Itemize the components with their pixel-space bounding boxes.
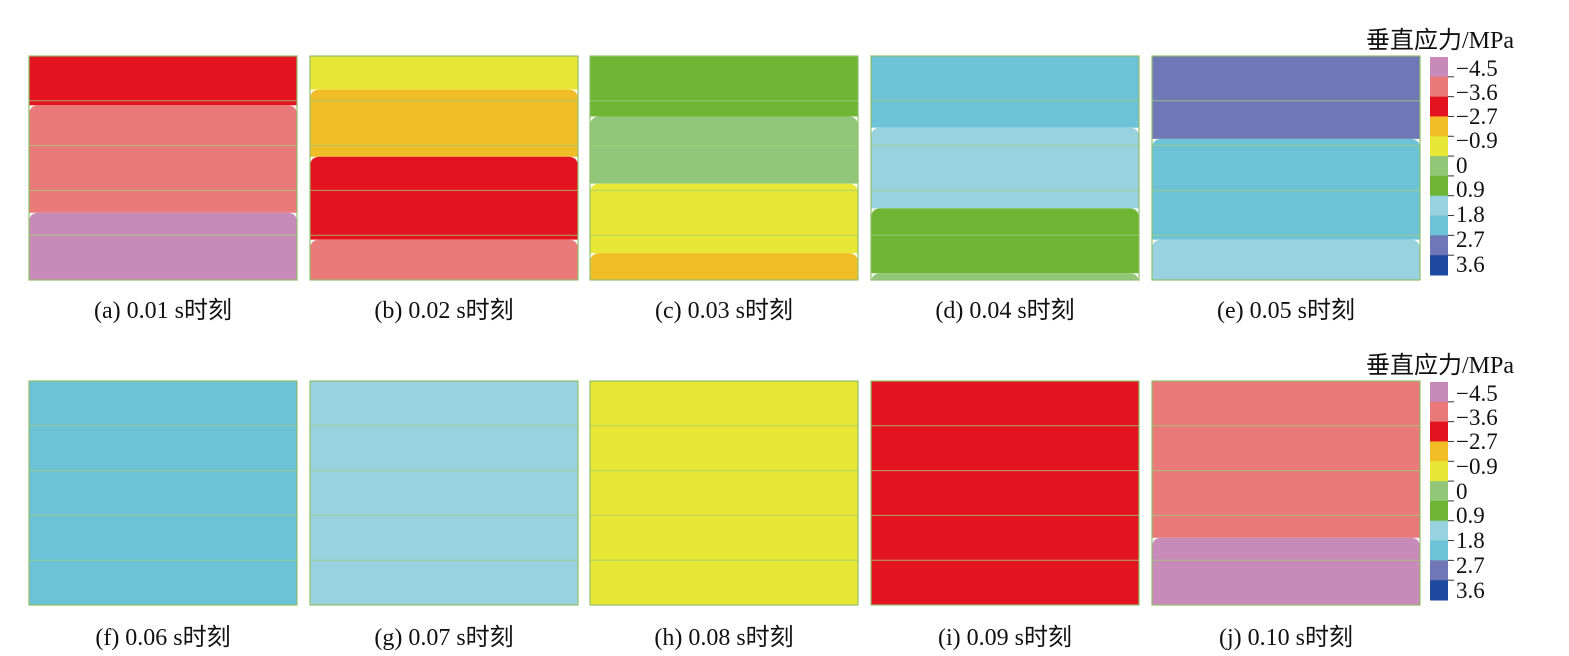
legend-swatch	[1430, 520, 1448, 542]
contour-band	[1152, 537, 1420, 605]
legend-swatch	[1430, 195, 1448, 217]
contour-band	[871, 208, 1139, 274]
legend-swatch	[1430, 560, 1448, 581]
caption-i: (i) 0.09 s时刻	[938, 625, 1072, 651]
legend-title-top: 垂直应力/MPa	[1366, 28, 1515, 54]
legend-tick: −0.9	[1456, 454, 1498, 479]
contour-band	[310, 89, 578, 157]
legend-tick: 3.6	[1456, 578, 1485, 603]
panel-border	[28, 380, 298, 606]
legend-swatch	[1430, 401, 1448, 423]
contour-band	[29, 105, 297, 213]
legend-swatch	[1430, 441, 1448, 462]
legend-swatch	[1430, 255, 1448, 276]
contour-band	[590, 381, 858, 605]
legend-swatch	[1430, 57, 1448, 78]
legend-swatch	[1430, 580, 1448, 601]
caption-c: (c) 0.03 s时刻	[655, 298, 793, 324]
panel-border	[1151, 55, 1421, 281]
legend-swatch	[1430, 500, 1448, 522]
caption-j: (j) 0.10 s时刻	[1219, 625, 1353, 651]
contour-band	[29, 381, 297, 605]
legend-tick: 0.9	[1456, 503, 1485, 528]
legend-swatch	[1430, 461, 1448, 482]
legend-swatch	[1430, 96, 1448, 117]
contour-band	[871, 381, 1139, 605]
legend-title-bottom: 垂直应力/MPa	[1366, 353, 1515, 379]
legend-swatch	[1430, 76, 1448, 98]
legend-tick: −0.9	[1456, 128, 1498, 153]
contour-band	[871, 273, 1139, 284]
panel-border	[589, 55, 859, 281]
contour-band	[1152, 138, 1420, 240]
contour-band	[29, 56, 297, 106]
contour-band	[1152, 381, 1420, 538]
caption-e: (e) 0.05 s时刻	[1217, 298, 1355, 324]
legend-tick: −4.5	[1456, 56, 1498, 81]
legend-tick: −2.7	[1456, 104, 1498, 129]
panel-border	[309, 55, 579, 281]
panel-border	[28, 55, 298, 281]
contour-band	[590, 116, 858, 184]
caption-d: (d) 0.04 s时刻	[935, 298, 1075, 324]
legend-tick: −3.6	[1456, 405, 1498, 430]
contour-band	[29, 212, 297, 280]
contour-band	[871, 56, 1139, 128]
contour-band	[590, 56, 858, 117]
contour-band	[310, 239, 578, 280]
legend-tick: 0.9	[1456, 177, 1485, 202]
legend-swatch	[1430, 481, 1448, 502]
legend-swatch	[1430, 136, 1448, 157]
legend-swatch	[1430, 116, 1448, 137]
contour-band	[1152, 56, 1420, 139]
contour-band	[310, 381, 578, 605]
legend-tick: 1.8	[1456, 528, 1485, 553]
caption-h: (h) 0.08 s时刻	[654, 625, 794, 651]
legend-tick: −3.6	[1456, 80, 1498, 105]
legend-swatch	[1430, 175, 1448, 197]
legend-tick: 2.7	[1456, 553, 1485, 578]
caption-g: (g) 0.07 s时刻	[374, 625, 514, 651]
contour-band	[310, 156, 578, 240]
panel-border	[309, 380, 579, 606]
legend-swatch	[1430, 156, 1448, 177]
legend-tick: −4.5	[1456, 381, 1498, 406]
legend-tick: −2.7	[1456, 429, 1498, 454]
legend-tick: 1.8	[1456, 202, 1485, 227]
contour-band	[1152, 239, 1420, 280]
legend-swatch	[1430, 382, 1448, 403]
legend-tick: 0	[1456, 479, 1468, 504]
legend-swatch	[1430, 540, 1448, 561]
contour-band	[590, 183, 858, 254]
panel-border	[870, 55, 1140, 281]
legend-tick: 0	[1456, 153, 1468, 178]
caption-f: (f) 0.06 s时刻	[95, 625, 231, 651]
caption-a: (a) 0.01 s时刻	[94, 298, 232, 324]
legend-swatch	[1430, 215, 1448, 236]
legend-swatch	[1430, 421, 1448, 442]
legend-tick: 2.7	[1456, 227, 1485, 252]
contour-band	[871, 127, 1139, 209]
panel-border	[870, 380, 1140, 606]
panel-border	[1151, 380, 1421, 606]
contour-band	[310, 56, 578, 90]
legend-tick: 3.6	[1456, 252, 1485, 277]
caption-b: (b) 0.02 s时刻	[374, 298, 514, 324]
legend-swatch	[1430, 235, 1448, 256]
contour-band	[590, 253, 858, 280]
panel-border	[589, 380, 859, 606]
